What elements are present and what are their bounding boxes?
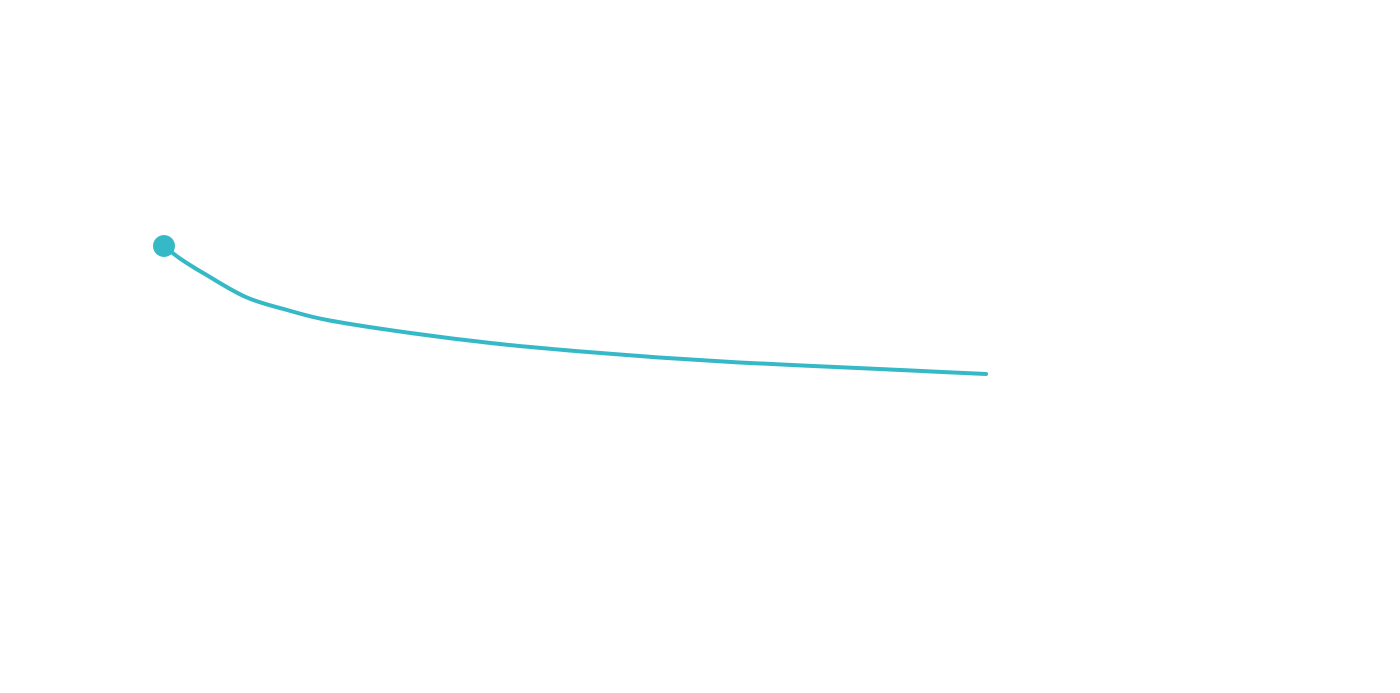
series-start-marker [153,235,175,257]
series-layer [153,235,988,376]
series-line [162,244,988,376]
